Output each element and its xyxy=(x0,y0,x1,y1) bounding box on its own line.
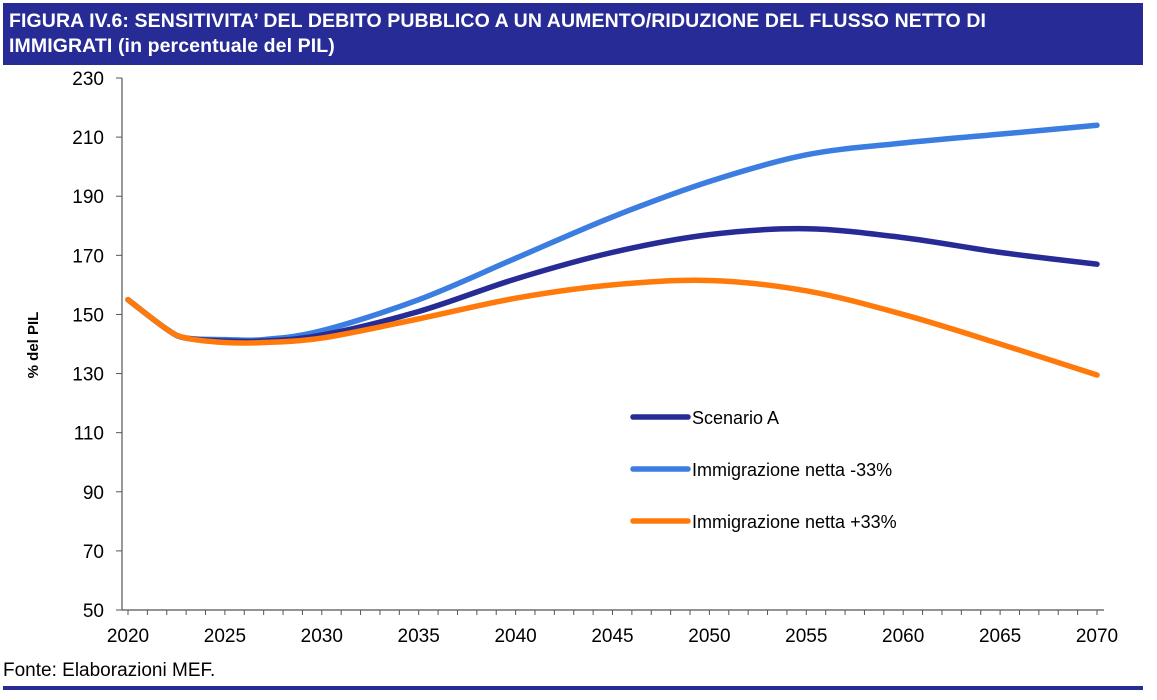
x-tick-label: 2040 xyxy=(494,626,536,647)
x-tick-label: 2050 xyxy=(688,626,730,647)
title-line-1: FIGURA IV.6: SENSITIVITA’ DEL DEBITO PUB… xyxy=(9,10,987,32)
y-tick-label: 90 xyxy=(83,483,104,504)
legend-label-1: Scenario A xyxy=(692,408,779,428)
series-line-2 xyxy=(125,122,1100,344)
x-tick-label: 2020 xyxy=(107,626,149,647)
x-tick-label: 2045 xyxy=(591,626,633,647)
x-tick-label: 2055 xyxy=(785,626,827,647)
x-tick-label: 2025 xyxy=(204,626,246,647)
x-tick-label: 2065 xyxy=(979,626,1021,647)
y-tick-label: 150 xyxy=(72,305,104,326)
y-tick-label: 50 xyxy=(83,601,104,622)
x-tick-label: 2035 xyxy=(398,626,440,647)
title-line-2: IMMIGRATI (in percentuale del PIL) xyxy=(9,35,335,57)
y-tick-label: 110 xyxy=(74,424,104,445)
source-note: Fonte: Elaborazioni MEF. xyxy=(3,660,216,681)
figure-title: FIGURA IV.6: SENSITIVITA’ DEL DEBITO PUB… xyxy=(3,3,1143,65)
y-axis-label: % del PIL xyxy=(25,312,42,379)
legend-label-2: Immigrazione netta -33% xyxy=(692,460,892,480)
y-tick-label: 230 xyxy=(72,69,104,90)
x-tick-label: 2030 xyxy=(301,626,343,647)
y-tick-label: 70 xyxy=(83,542,104,563)
bottom-rule xyxy=(3,686,1143,690)
y-tick-label: 130 xyxy=(72,365,104,386)
y-tick-label: 210 xyxy=(72,128,104,149)
legend-label-3: Immigrazione netta +33% xyxy=(692,512,897,532)
x-tick-label: 2060 xyxy=(882,626,924,647)
series-line-3 xyxy=(125,277,1100,378)
y-tick-label: 170 xyxy=(72,246,104,267)
x-tick-label: 2070 xyxy=(1076,626,1118,647)
y-tick-label: 190 xyxy=(72,187,104,208)
